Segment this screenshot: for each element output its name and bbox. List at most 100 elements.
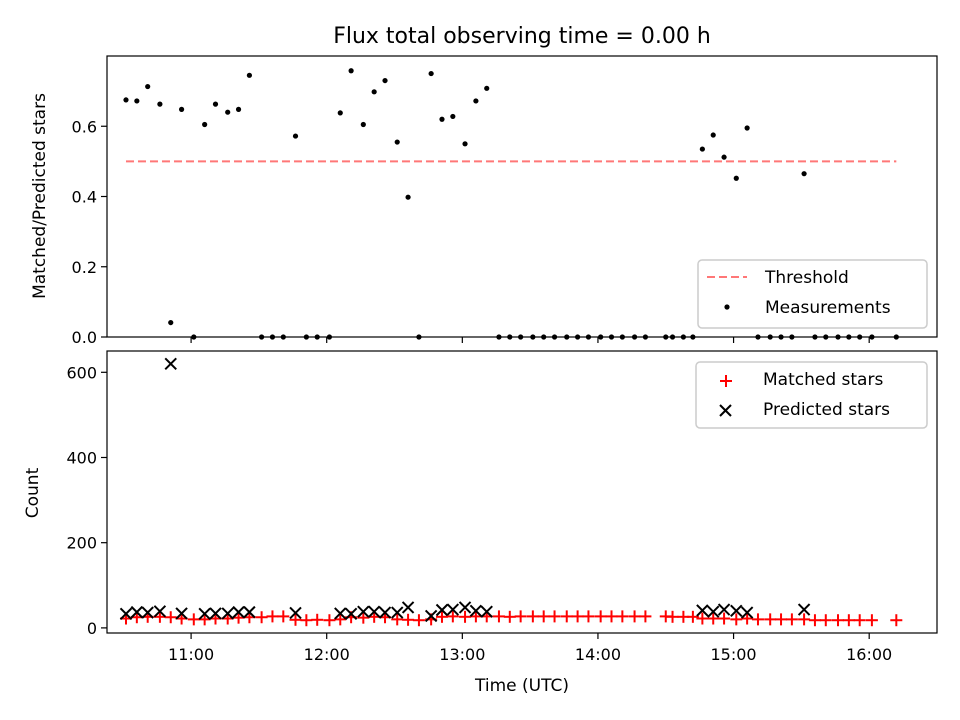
predicted-star-b: [232, 605, 245, 619]
matched-star-marker: [323, 614, 336, 627]
predicted-star-b: [357, 605, 370, 618]
matched-star-marker: [741, 612, 754, 625]
predicted-star-b: [153, 605, 167, 618]
predicted-star-marker: [221, 607, 234, 620]
predicted-star-b: [378, 606, 392, 619]
predicted-star-marker: [209, 607, 222, 620]
ytick-label: 200: [66, 534, 97, 553]
predicted-star-marker: [141, 606, 154, 619]
ytick-label: 600: [66, 363, 97, 382]
matched-star-marker: [526, 610, 539, 623]
measurement-point: [484, 85, 490, 91]
matched-star-marker: [605, 610, 618, 623]
matched-star-marker: [255, 611, 268, 624]
matched-star-marker: [311, 613, 324, 626]
predicted-star-b: [391, 606, 404, 619]
legend-measurements-label: Measurements: [765, 298, 891, 318]
bottom-xlabel: Time (UTC): [474, 676, 569, 696]
measurement-point: [337, 110, 343, 116]
matched-star-marker: [357, 611, 370, 624]
xtick-label: 11:00: [168, 645, 214, 664]
matched-star-marker: [628, 610, 641, 623]
predicted-star-b: [243, 605, 256, 619]
measurement-point: [225, 109, 231, 115]
predicted-star-b: [730, 604, 743, 618]
predicted-star-b: [344, 607, 358, 621]
predicted-star-marker: [243, 605, 256, 619]
predicted-star-b: [130, 605, 144, 619]
ytick-label: 0.4: [72, 188, 97, 207]
matched-star-marker: [751, 613, 764, 626]
measurement-point: [710, 132, 716, 138]
predicted-star-marker: [198, 607, 211, 621]
measurement-point: [744, 125, 750, 131]
predicted-star-b: [446, 603, 460, 616]
top-ylabel: Matched/Predicted stars: [30, 93, 50, 299]
bottom-ylabel: Count: [23, 467, 43, 518]
measurement-point: [202, 121, 208, 128]
matched-star-marker: [198, 613, 211, 626]
axes-frame: [106, 55, 938, 338]
matched-star-marker: [616, 610, 629, 623]
matched-star-marker: [666, 610, 679, 623]
predicted-star-marker: [469, 604, 483, 618]
bottom-legend-box: [695, 361, 928, 429]
measurement-point: [394, 139, 400, 145]
chart-title: Flux total observing time = 0.00 h: [333, 24, 711, 49]
predicted-star-b: [717, 603, 731, 616]
measurement-point: [450, 113, 456, 120]
legend-threshold-label: Threshold: [764, 268, 849, 288]
matched-star-marker: [594, 610, 607, 623]
matched-star-marker: [696, 612, 709, 625]
matched-star-marker: [492, 610, 505, 623]
predicted-star-b: [209, 607, 222, 620]
ytick-label: 0.0: [72, 328, 97, 347]
matched-star-marker: [718, 612, 731, 625]
matched-star-marker: [853, 614, 866, 627]
ytick-label: 0.6: [72, 117, 97, 136]
predicted-star-marker: [424, 609, 438, 623]
ytick-label: 0.2: [72, 258, 97, 277]
matched-star-marker: [819, 614, 832, 627]
matched-star-marker: [300, 614, 313, 627]
predicted-star-b: [119, 607, 133, 621]
matched-star-marker: [289, 613, 302, 626]
measurement-point: [733, 175, 739, 181]
predicted-star-b: [367, 605, 381, 618]
predicted-star-b: [289, 606, 302, 620]
predicted-star-marker: [289, 606, 302, 620]
predicted-star-marker: [164, 357, 177, 370]
measurement-point: [699, 146, 705, 152]
matched-star-marker: [503, 610, 516, 623]
predicted-star-b: [221, 607, 234, 620]
matched-star-marker: [459, 610, 472, 623]
predicted-star-b: [740, 606, 754, 619]
measurement-point: [721, 154, 727, 160]
matched-star-marker: [582, 610, 595, 623]
matched-star-marker: [266, 610, 279, 623]
matched-star-marker: [514, 610, 527, 623]
predicted-star-b: [198, 607, 211, 621]
xtick-label: 16:00: [846, 645, 892, 664]
matched-star-marker: [412, 614, 425, 627]
predicted-star-b: [141, 606, 154, 619]
predicted-star-marker: [357, 605, 370, 618]
predicted-star-marker: [153, 605, 167, 618]
measurement-point: [134, 98, 140, 104]
predicted-star-b: [435, 603, 449, 617]
top-legend-box: [697, 259, 928, 329]
matched-star-marker: [730, 613, 743, 626]
measurement-point: [439, 116, 445, 122]
predicted-star-b: [797, 603, 811, 616]
matched-star-marker: [537, 610, 550, 623]
matched-star-marker: [391, 613, 404, 626]
measurement-point: [145, 83, 151, 90]
predicted-star-b: [175, 607, 188, 620]
predicted-star-marker: [344, 607, 358, 621]
predicted-star-marker: [717, 603, 731, 616]
legend-measurements-swatch: [724, 304, 730, 310]
top-panel: 0.0 0.2 0.4 0.6: [72, 55, 938, 347]
measurement-point: [371, 89, 377, 95]
